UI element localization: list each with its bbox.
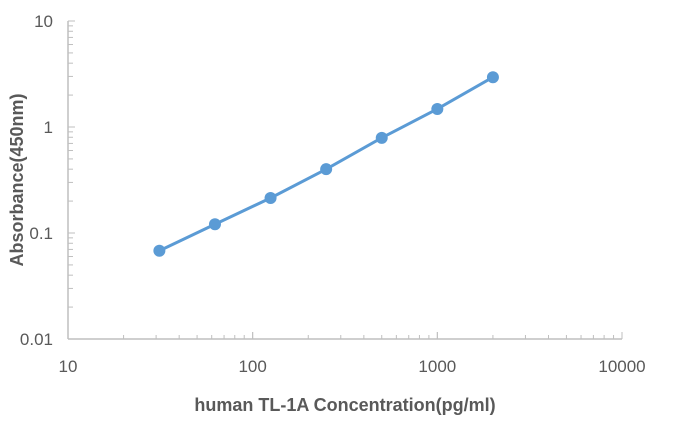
data-point-marker <box>431 102 444 115</box>
data-point-marker <box>486 71 499 84</box>
data-point-marker <box>375 131 388 144</box>
y-tick-label: 0.1 <box>29 224 53 243</box>
x-tick-label: 10000 <box>598 357 645 376</box>
y-tick-label: 10 <box>34 12 53 31</box>
x-axis-title: human TL-1A Concentration(pg/ml) <box>194 395 495 415</box>
y-tick-label: 0.01 <box>20 330 53 349</box>
x-tick-label: 100 <box>238 357 266 376</box>
data-point-marker <box>320 163 333 176</box>
y-tick-label: 1 <box>44 118 53 137</box>
data-point-marker <box>264 191 277 204</box>
data-point-marker <box>153 244 166 257</box>
y-axis-title: Absorbance(450nm) <box>7 93 27 266</box>
data-point-marker <box>208 218 221 231</box>
x-tick-label: 1000 <box>418 357 456 376</box>
x-tick-label: 10 <box>59 357 78 376</box>
